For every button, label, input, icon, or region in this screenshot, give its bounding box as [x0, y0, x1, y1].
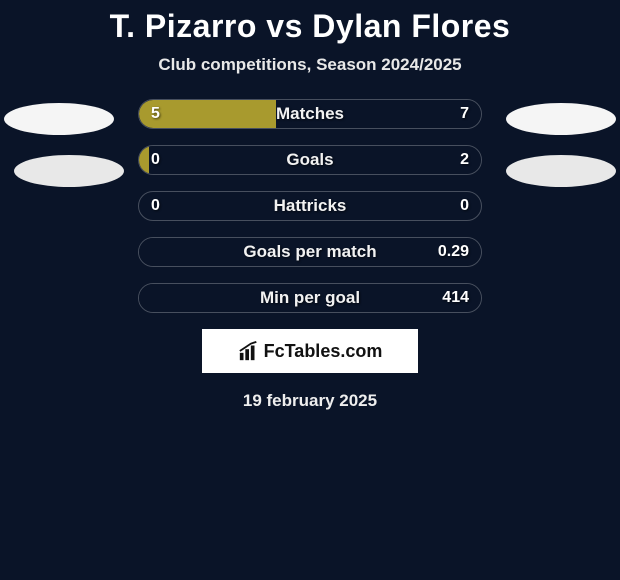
stat-row: 0.29Goals per match [138, 237, 482, 267]
brand-box: FcTables.com [202, 329, 418, 373]
stat-row: 02Goals [138, 145, 482, 175]
stat-label: Matches [139, 104, 481, 124]
stat-label: Goals [139, 150, 481, 170]
stat-label: Min per goal [139, 288, 481, 308]
player1-badge-bottom [14, 155, 124, 187]
stat-row: 00Hattricks [138, 191, 482, 221]
stat-row: 57Matches [138, 99, 482, 129]
brand-text: FcTables.com [264, 341, 383, 362]
page-title: T. Pizarro vs Dylan Flores [0, 8, 620, 45]
stats-area: 57Matches 02Goals 00Hattricks 0.29Goals per… [0, 99, 620, 313]
stat-row: 414Min per goal [138, 283, 482, 313]
player2-badge-bottom [506, 155, 616, 187]
brand-chart-icon [238, 340, 260, 362]
stat-label: Hattricks [139, 196, 481, 216]
stat-label: Goals per match [139, 242, 481, 262]
date-line: 19 february 2025 [0, 391, 620, 411]
page-subtitle: Club competitions, Season 2024/2025 [0, 55, 620, 75]
player2-badge-top [506, 103, 616, 135]
player1-badge-top [4, 103, 114, 135]
comparison-panel: T. Pizarro vs Dylan Flores Club competit… [0, 0, 620, 411]
comparison-bars: 57Matches 02Goals 00Hattricks 0.29Goals per… [138, 99, 482, 313]
